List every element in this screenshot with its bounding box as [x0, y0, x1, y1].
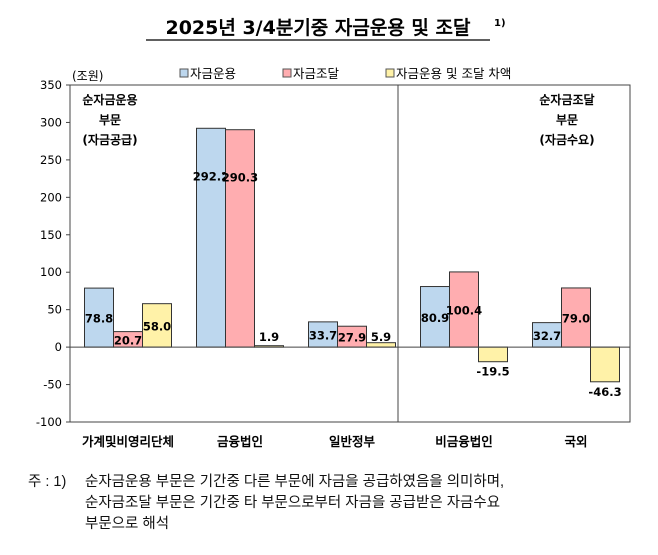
- data-label: 20.7: [114, 333, 142, 347]
- y-tick-label: 200: [40, 190, 62, 204]
- data-label: 78.8: [85, 312, 113, 326]
- chart-title: 2025년 3/4분기중 자금운용 및 조달: [165, 17, 471, 39]
- data-label: -19.5: [476, 365, 509, 379]
- data-label: 32.7: [533, 329, 561, 343]
- footnote-prefix: 주 : 1): [28, 474, 67, 490]
- left-panel-annotation: 순자금운용: [82, 92, 137, 107]
- x-tick-label: 가계및비영리단체: [82, 434, 174, 449]
- legend-label: 자금운용 및 조달 차액: [396, 66, 511, 81]
- data-label: 33.7: [309, 328, 337, 342]
- data-label: 27.9: [338, 331, 366, 345]
- data-label: 290.3: [222, 171, 258, 185]
- bar: [196, 127, 226, 348]
- bar: [308, 321, 338, 348]
- footnote-line: 순자금운용 부문은 기간중 다른 부문에 자금을 공급하였음을 의미하며,: [85, 474, 505, 490]
- x-tick-label: 국외: [564, 434, 587, 449]
- legend-swatch: [385, 68, 395, 78]
- data-label: 292.2: [193, 169, 229, 183]
- y-tick-label: 300: [40, 115, 62, 129]
- unit-label: (조원): [72, 69, 103, 83]
- data-label: -46.3: [588, 385, 621, 399]
- footnote-line: 순자금조달 부문은 기간중 타 부문으로부터 자금을 공급받은 자금수요: [85, 495, 501, 511]
- y-tick-label: -100: [36, 415, 62, 429]
- legend-swatch: [179, 68, 189, 78]
- x-tick-label: 비금융법인: [435, 434, 493, 449]
- bar: [590, 346, 620, 383]
- y-tick-label: -50: [43, 378, 62, 392]
- bar: [478, 346, 508, 363]
- right-panel-annotation: (자금수요): [539, 132, 594, 147]
- y-tick-label: 50: [47, 303, 62, 317]
- data-label: 100.4: [446, 304, 482, 318]
- bar: [225, 129, 255, 348]
- x-tick-label: 금융법인: [217, 434, 263, 449]
- data-label: 1.9: [259, 330, 279, 344]
- y-tick-label: 250: [40, 153, 62, 167]
- left-panel-annotation: 부문: [99, 113, 121, 127]
- data-label: 5.9: [371, 330, 391, 344]
- bar: [449, 271, 479, 348]
- data-label: 79.0: [562, 312, 590, 326]
- y-tick-label: 350: [40, 78, 62, 92]
- right-panel-annotation: 순자금조달: [539, 92, 594, 107]
- footnote-line: 부문으로 해석: [85, 516, 170, 532]
- y-tick-label: 100: [40, 265, 62, 279]
- y-tick-label: 150: [40, 228, 62, 242]
- title-superscript: 1): [494, 18, 506, 29]
- right-panel-annotation: 부문: [556, 113, 578, 127]
- left-panel-annotation: (자금공급): [82, 132, 137, 147]
- y-tick-label: 0: [55, 340, 62, 354]
- legend-label: 자금조달: [293, 66, 340, 81]
- bar-chart: 2025년 3/4분기중 자금운용 및 조달 1) (조원) 자금운용 자금조달 자금운용…: [36, 17, 631, 449]
- legend-label: 자금운용: [190, 66, 236, 81]
- data-label: 80.9: [421, 311, 449, 325]
- bar: [532, 322, 562, 348]
- data-label: 58.0: [143, 319, 171, 333]
- plot-area: [69, 84, 631, 423]
- legend-swatch: [282, 68, 292, 78]
- x-tick-label: 일반정부: [329, 434, 376, 449]
